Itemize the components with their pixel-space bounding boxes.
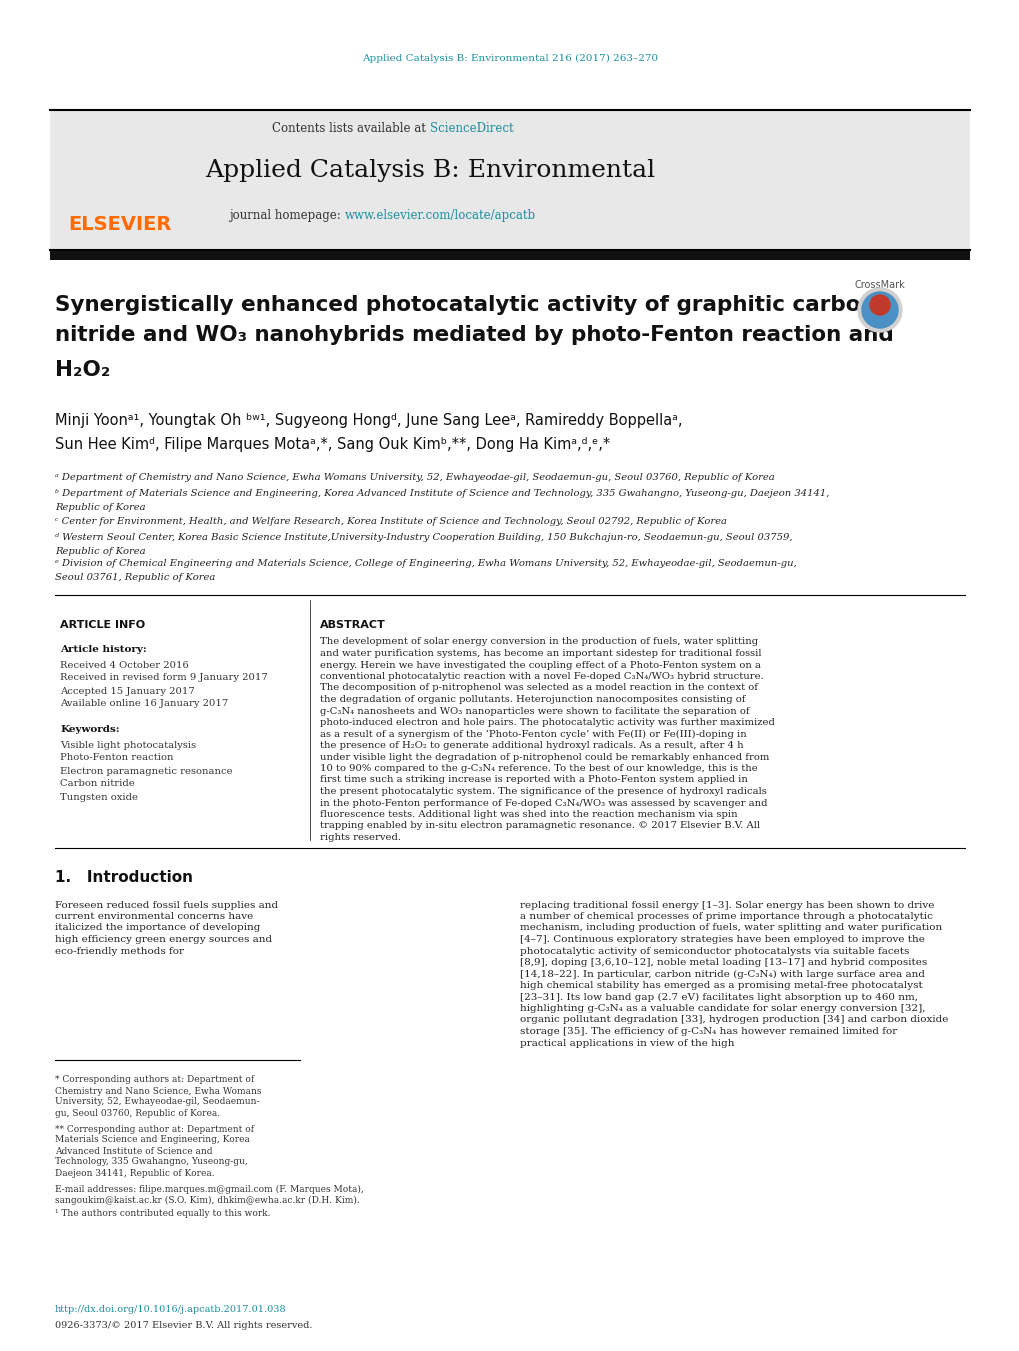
Text: first time such a striking increase is reported with a Photo-Fenton system appli: first time such a striking increase is r…	[320, 775, 747, 785]
Text: [23–31]. Its low band gap (2.7 eV) facilitates light absorption up to 460 nm,: [23–31]. Its low band gap (2.7 eV) facil…	[520, 993, 917, 1001]
Text: Republic of Korea: Republic of Korea	[55, 547, 146, 555]
Text: ᵃ Department of Chemistry and Nano Science, Ewha Womans University, 52, Ewhayeod: ᵃ Department of Chemistry and Nano Scien…	[55, 473, 774, 481]
Text: Applied Catalysis B: Environmental: Applied Catalysis B: Environmental	[205, 158, 654, 181]
Text: ELSEVIER: ELSEVIER	[68, 216, 171, 235]
Circle shape	[857, 288, 901, 332]
Text: ᵉ Division of Chemical Engineering and Materials Science, College of Engineering: ᵉ Division of Chemical Engineering and M…	[55, 559, 796, 569]
Text: [14,18–22]. In particular, carbon nitride (g-C₃N₄) with large surface area and: [14,18–22]. In particular, carbon nitrid…	[520, 970, 924, 978]
Text: organic pollutant degradation [33], hydrogen production [34] and carbon dioxide: organic pollutant degradation [33], hydr…	[520, 1016, 948, 1024]
Text: Applied Catalysis B: Environmental 216 (2017) 263–270: Applied Catalysis B: Environmental 216 (…	[362, 54, 657, 62]
Circle shape	[869, 295, 890, 315]
Text: Keywords:: Keywords:	[60, 725, 119, 735]
Text: ¹ The authors contributed equally to this work.: ¹ The authors contributed equally to thi…	[55, 1209, 270, 1219]
Text: photo-induced electron and hole pairs. The photocatalytic activity was further m: photo-induced electron and hole pairs. T…	[320, 717, 774, 727]
Text: The decomposition of p-nitrophenol was selected as a model reaction in the conte: The decomposition of p-nitrophenol was s…	[320, 684, 757, 693]
Text: and water purification systems, has become an important sidestep for traditional: and water purification systems, has beco…	[320, 648, 761, 658]
Text: journal homepage:: journal homepage:	[229, 208, 344, 222]
Text: ** Corresponding author at: Department of: ** Corresponding author at: Department o…	[55, 1124, 254, 1133]
Bar	[50, 250, 969, 259]
Text: energy. Herein we have investigated the coupling effect of a Photo-Fenton system: energy. Herein we have investigated the …	[320, 661, 760, 670]
Text: * Corresponding authors at: Department of: * Corresponding authors at: Department o…	[55, 1075, 254, 1085]
Text: Contents lists available at: Contents lists available at	[272, 122, 430, 135]
Text: Electron paramagnetic resonance: Electron paramagnetic resonance	[60, 766, 232, 775]
Text: storage [35]. The efficiency of g-C₃N₄ has however remained limited for: storage [35]. The efficiency of g-C₃N₄ h…	[520, 1027, 897, 1036]
Text: photocatalytic activity of semiconductor photocatalysts via suitable facets: photocatalytic activity of semiconductor…	[520, 947, 909, 955]
Text: Chemistry and Nano Science, Ewha Womans: Chemistry and Nano Science, Ewha Womans	[55, 1086, 261, 1096]
Text: Republic of Korea: Republic of Korea	[55, 504, 146, 512]
Text: high efficiency green energy sources and: high efficiency green energy sources and	[55, 935, 272, 944]
Text: current environmental concerns have: current environmental concerns have	[55, 912, 253, 921]
Text: Tungsten oxide: Tungsten oxide	[60, 793, 138, 801]
Text: 1.   Introduction: 1. Introduction	[55, 870, 193, 885]
Text: Article history:: Article history:	[60, 646, 147, 654]
Text: eco-friendly methods for: eco-friendly methods for	[55, 947, 183, 955]
Text: a number of chemical processes of prime importance through a photocatalytic: a number of chemical processes of prime …	[520, 912, 932, 921]
Text: www.elsevier.com/locate/apcatb: www.elsevier.com/locate/apcatb	[344, 208, 536, 222]
Bar	[50, 109, 969, 250]
Text: Minji Yoonᵃ¹, Youngtak Oh ᵇʷ¹, Sugyeong Hongᵈ, June Sang Leeᵃ, Ramireddy Boppell: Minji Yoonᵃ¹, Youngtak Oh ᵇʷ¹, Sugyeong …	[55, 412, 682, 427]
Text: The development of solar energy conversion in the production of fuels, water spl: The development of solar energy conversi…	[320, 638, 757, 647]
Text: ARTICLE INFO: ARTICLE INFO	[60, 620, 145, 630]
Text: high chemical stability has emerged as a promising metal-free photocatalyst: high chemical stability has emerged as a…	[520, 981, 922, 990]
Text: trapping enabled by in-situ electron paramagnetic resonance. © 2017 Elsevier B.V: trapping enabled by in-situ electron par…	[320, 821, 759, 831]
Text: replacing traditional fossil energy [1–3]. Solar energy has been shown to drive: replacing traditional fossil energy [1–3…	[520, 901, 933, 909]
Circle shape	[861, 292, 897, 328]
Text: conventional photocatalytic reaction with a novel Fe-doped C₃N₄/WO₃ hybrid struc: conventional photocatalytic reaction wit…	[320, 671, 763, 681]
Text: Materials Science and Engineering, Korea: Materials Science and Engineering, Korea	[55, 1135, 250, 1144]
Text: Advanced Institute of Science and: Advanced Institute of Science and	[55, 1147, 212, 1155]
Text: Photo-Fenton reaction: Photo-Fenton reaction	[60, 754, 173, 762]
Text: mechanism, including production of fuels, water splitting and water purification: mechanism, including production of fuels…	[520, 924, 942, 932]
Text: CrossMark: CrossMark	[854, 280, 905, 290]
Text: Available online 16 January 2017: Available online 16 January 2017	[60, 700, 228, 708]
Text: Daejeon 34141, Republic of Korea.: Daejeon 34141, Republic of Korea.	[55, 1169, 214, 1178]
Text: under visible light the degradation of p-nitrophenol could be remarkably enhance: under visible light the degradation of p…	[320, 753, 768, 762]
Text: Accepted 15 January 2017: Accepted 15 January 2017	[60, 686, 195, 696]
Text: the degradation of organic pollutants. Heterojunction nanocomposites consisting : the degradation of organic pollutants. H…	[320, 694, 745, 704]
Text: Received in revised form 9 January 2017: Received in revised form 9 January 2017	[60, 674, 268, 682]
Text: Visible light photocatalysis: Visible light photocatalysis	[60, 740, 196, 750]
Text: Seoul 03761, Republic of Korea: Seoul 03761, Republic of Korea	[55, 574, 215, 582]
Text: fluorescence tests. Additional light was shed into the reaction mechanism via sp: fluorescence tests. Additional light was…	[320, 811, 737, 819]
Text: highlighting g-C₃N₄ as a valuable candidate for solar energy conversion [32],: highlighting g-C₃N₄ as a valuable candid…	[520, 1004, 924, 1013]
Text: ᵈ Western Seoul Center, Korea Basic Science Institute,University-Industry Cooper: ᵈ Western Seoul Center, Korea Basic Scie…	[55, 532, 792, 542]
Text: Received 4 October 2016: Received 4 October 2016	[60, 661, 189, 670]
Text: rights reserved.: rights reserved.	[320, 834, 400, 842]
Text: practical applications in view of the high: practical applications in view of the hi…	[520, 1039, 734, 1047]
Text: ᵇ Department of Materials Science and Engineering, Korea Advanced Institute of S: ᵇ Department of Materials Science and En…	[55, 489, 828, 499]
Text: Technology, 335 Gwahangno, Yuseong-gu,: Technology, 335 Gwahangno, Yuseong-gu,	[55, 1158, 248, 1166]
Text: 10 to 90% compared to the g-C₃N₄ reference. To the best of our knowledge, this i: 10 to 90% compared to the g-C₃N₄ referen…	[320, 765, 757, 773]
Text: Carbon nitride: Carbon nitride	[60, 780, 135, 789]
Text: sangoukim@kaist.ac.kr (S.O. Kim), dhkim@ewha.ac.kr (D.H. Kim).: sangoukim@kaist.ac.kr (S.O. Kim), dhkim@…	[55, 1196, 360, 1205]
Text: ScienceDirect: ScienceDirect	[430, 122, 514, 135]
Text: nitride and WO₃ nanohybrids mediated by photo-Fenton reaction and: nitride and WO₃ nanohybrids mediated by …	[55, 326, 893, 345]
Text: g-C₃N₄ nanosheets and WO₃ nanoparticles were shown to facilitate the separation : g-C₃N₄ nanosheets and WO₃ nanoparticles …	[320, 707, 749, 716]
Text: E-mail addresses: filipe.marques.m@gmail.com (F. Marques Mota),: E-mail addresses: filipe.marques.m@gmail…	[55, 1185, 364, 1193]
Text: ᶜ Center for Environment, Health, and Welfare Research, Korea Institute of Scien: ᶜ Center for Environment, Health, and We…	[55, 516, 727, 526]
Text: http://dx.doi.org/10.1016/j.apcatb.2017.01.038: http://dx.doi.org/10.1016/j.apcatb.2017.…	[55, 1305, 286, 1315]
Text: Synergistically enhanced photocatalytic activity of graphitic carbon: Synergistically enhanced photocatalytic …	[55, 295, 874, 315]
Text: H₂O₂: H₂O₂	[55, 359, 110, 380]
Text: in the photo-Fenton performance of Fe-doped C₃N₄/WO₃ was assessed by scavenger a: in the photo-Fenton performance of Fe-do…	[320, 798, 766, 808]
Text: italicized the importance of developing: italicized the importance of developing	[55, 924, 260, 932]
Text: 0926-3373/© 2017 Elsevier B.V. All rights reserved.: 0926-3373/© 2017 Elsevier B.V. All right…	[55, 1320, 312, 1329]
Text: gu, Seoul 03760, Republic of Korea.: gu, Seoul 03760, Republic of Korea.	[55, 1109, 220, 1117]
Text: [8,9], doping [3,6,10–12], noble metal loading [13–17] and hybrid composites: [8,9], doping [3,6,10–12], noble metal l…	[520, 958, 926, 967]
Text: Sun Hee Kimᵈ, Filipe Marques Motaᵃ,*, Sang Ouk Kimᵇ,**, Dong Ha Kimᵃ,ᵈ,ᵉ,*: Sun Hee Kimᵈ, Filipe Marques Motaᵃ,*, Sa…	[55, 438, 609, 453]
Text: [4–7]. Continuous exploratory strategies have been employed to improve the: [4–7]. Continuous exploratory strategies…	[520, 935, 924, 944]
Text: Foreseen reduced fossil fuels supplies and: Foreseen reduced fossil fuels supplies a…	[55, 901, 278, 909]
Text: ABSTRACT: ABSTRACT	[320, 620, 385, 630]
Text: University, 52, Ewhayeodae-gil, Seodaemun-: University, 52, Ewhayeodae-gil, Seodaemu…	[55, 1097, 259, 1106]
Text: the present photocatalytic system. The significance of the presence of hydroxyl : the present photocatalytic system. The s…	[320, 788, 766, 796]
Text: as a result of a synergism of the ‘Photo-Fenton cycle’ with Fe(II) or Fe(III)-do: as a result of a synergism of the ‘Photo…	[320, 730, 746, 739]
Text: the presence of H₂O₂ to generate additional hydroxyl radicals. As a result, afte: the presence of H₂O₂ to generate additio…	[320, 740, 743, 750]
